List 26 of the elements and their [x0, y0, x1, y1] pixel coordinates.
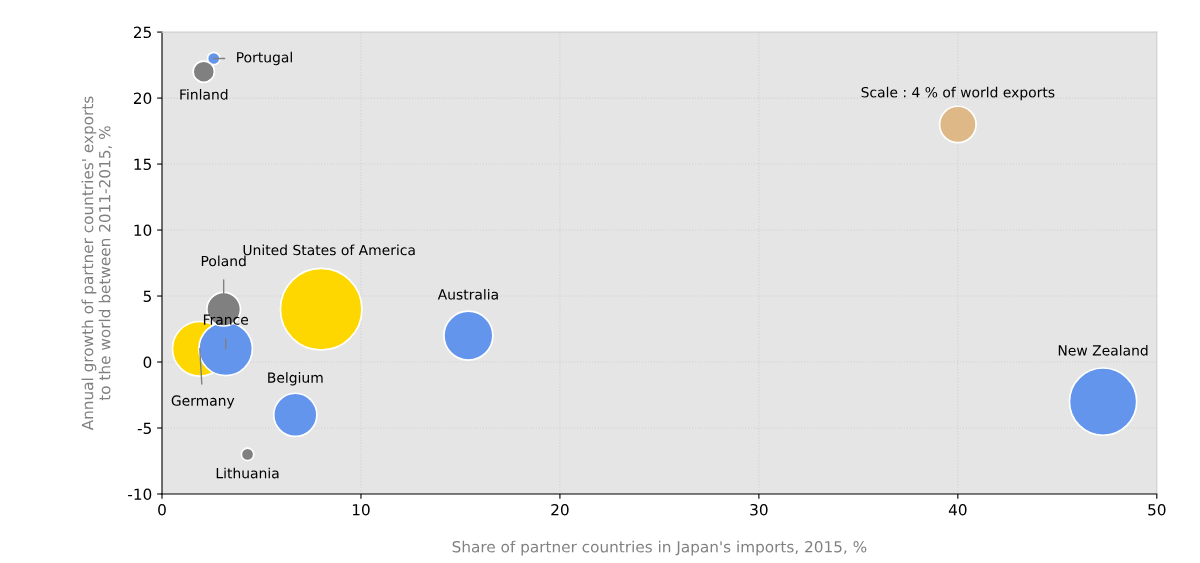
- y-tick-label: -5: [137, 422, 151, 435]
- y-tick-label: 5: [143, 290, 151, 303]
- y-tick-label: 20: [133, 92, 152, 105]
- annotation: Belgium: [268, 372, 323, 386]
- x-tick-label: 0: [158, 503, 166, 516]
- annotation: Australia: [437, 288, 498, 300]
- annotation: New Zealand: [1058, 344, 1148, 356]
- x-tick-label: 50: [1148, 503, 1166, 516]
- x-tick-label: 10: [352, 503, 370, 516]
- x-tick-label: 30: [750, 503, 768, 516]
- x-axis-title: Share of partner countries in Japan's imports, 2015, %: [452, 540, 867, 556]
- y-tick-label: 0: [143, 356, 152, 369]
- y-tick-label: 25: [133, 26, 151, 39]
- y-tick-label: 15: [134, 158, 151, 171]
- annotation: Poland: [201, 255, 246, 267]
- annotation: Scale : 4 % of world exports: [861, 86, 1055, 101]
- annotation: Germany: [171, 395, 235, 409]
- annotation: Portugal: [237, 51, 292, 66]
- annotation: Lithuania: [216, 467, 279, 479]
- y-axis-title: Annual growth of partner countries' exports to the world between 2011-2015, %: [81, 96, 113, 431]
- x-tick-label: 40: [948, 503, 967, 516]
- annotation: United States of America: [243, 244, 415, 256]
- annotation: Finland: [180, 88, 228, 100]
- y-tick-label: -10: [128, 488, 152, 500]
- x-tick-label: 20: [551, 503, 569, 516]
- y-tick-label: 10: [134, 224, 152, 237]
